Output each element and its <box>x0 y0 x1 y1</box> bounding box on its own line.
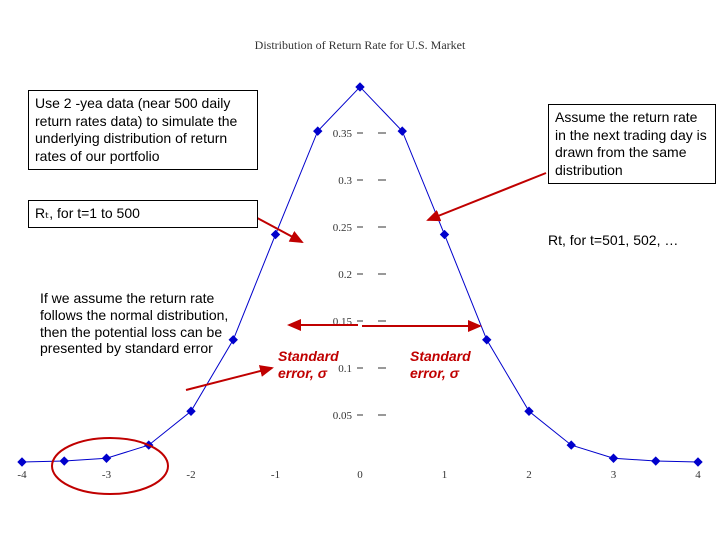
note-box-left-top: Use 2 -yea data (near 500 daily return r… <box>28 90 258 170</box>
svg-text:0.25: 0.25 <box>333 222 353 234</box>
svg-text:-3: -3 <box>102 469 112 480</box>
chart-title: Distribution of Return Rate for U.S. Mar… <box>0 38 720 53</box>
svg-text:0.35: 0.35 <box>333 128 353 140</box>
svg-text:0.3: 0.3 <box>338 175 352 187</box>
svg-text:4: 4 <box>695 469 701 480</box>
svg-text:2: 2 <box>526 469 532 480</box>
svg-text:0.15: 0.15 <box>333 316 353 328</box>
svg-text:0.2: 0.2 <box>338 269 352 281</box>
svg-text:0: 0 <box>357 469 363 480</box>
svg-text:1: 1 <box>442 469 448 480</box>
label-standard-error-left: Standarderror, σ <box>278 348 339 382</box>
annotation-normal-distribution: If we assume the return rate follows the… <box>40 290 250 357</box>
svg-text:3: 3 <box>611 469 617 480</box>
svg-text:0.05: 0.05 <box>333 410 353 422</box>
svg-text:0.1: 0.1 <box>338 363 352 375</box>
stage: Distribution of Return Rate for U.S. Mar… <box>0 0 720 540</box>
note-box-left-bottom: Rₜ, for t=1 to 500 <box>28 200 258 228</box>
note-box-right: Assume the return rate in the next tradi… <box>548 104 716 184</box>
svg-text:-2: -2 <box>186 469 195 480</box>
svg-text:-1: -1 <box>271 469 280 480</box>
svg-text:-4: -4 <box>17 469 27 480</box>
annotation-rt-future: Rt, for t=501, 502, … <box>548 232 678 249</box>
label-standard-error-right: Standarderror, σ <box>410 348 471 382</box>
